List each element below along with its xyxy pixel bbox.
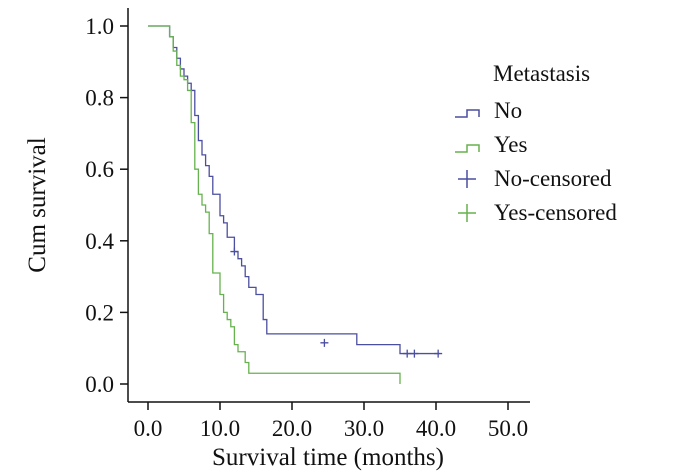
censor-mark-no	[230, 247, 239, 256]
x-tick-label: 0.0	[134, 416, 163, 441]
censor-mark-no	[403, 349, 412, 358]
legend-label-no-censored: No-censored	[494, 166, 612, 191]
y-tick-label: 0.6	[85, 157, 114, 182]
y-tick-label: 0.0	[85, 372, 114, 397]
legend-title: Metastasis	[493, 61, 590, 86]
legend-label-yes: Yes	[494, 132, 528, 157]
x-axis-title: Survival time (months)	[212, 444, 444, 471]
y-axis-ticks: 0.0 0.2 0.4 0.6 0.8 1.0	[85, 14, 128, 397]
censor-mark-no	[320, 338, 329, 347]
legend-swatch-yes	[455, 144, 480, 153]
legend-label-yes-censored: Yes-censored	[494, 200, 617, 225]
legend-entry-yes-censored: Yes-censored	[458, 200, 617, 225]
y-tick-label: 0.8	[85, 86, 114, 111]
y-tick-label: 0.4	[85, 229, 114, 254]
x-tick-label: 20.0	[272, 416, 312, 441]
y-axis-title: Cum survival	[24, 137, 51, 272]
km-line-yes	[148, 25, 401, 384]
legend: Metastasis No Yes No-censored Yes-censor…	[455, 61, 617, 225]
x-tick-label: 40.0	[416, 416, 456, 441]
legend-label-no: No	[494, 98, 522, 123]
x-axis-ticks: 0.0 10.0 20.0 30.0 40.0 50.0	[134, 402, 528, 441]
y-tick-label: 1.0	[85, 14, 114, 39]
legend-marker-no-censored	[458, 170, 476, 188]
censor-mark-no	[434, 349, 443, 358]
x-tick-label: 10.0	[200, 416, 240, 441]
legend-entry-no: No	[455, 98, 522, 123]
series-layer	[148, 25, 443, 384]
legend-entry-yes: Yes	[455, 132, 528, 157]
x-tick-label: 50.0	[488, 416, 528, 441]
km-line-no	[148, 25, 440, 355]
x-tick-label: 30.0	[344, 416, 384, 441]
legend-marker-yes-censored	[458, 204, 476, 222]
legend-entry-no-censored: No-censored	[458, 166, 612, 191]
y-tick-label: 0.2	[85, 300, 114, 325]
legend-swatch-no	[455, 109, 480, 118]
censor-mark-no	[410, 349, 419, 358]
